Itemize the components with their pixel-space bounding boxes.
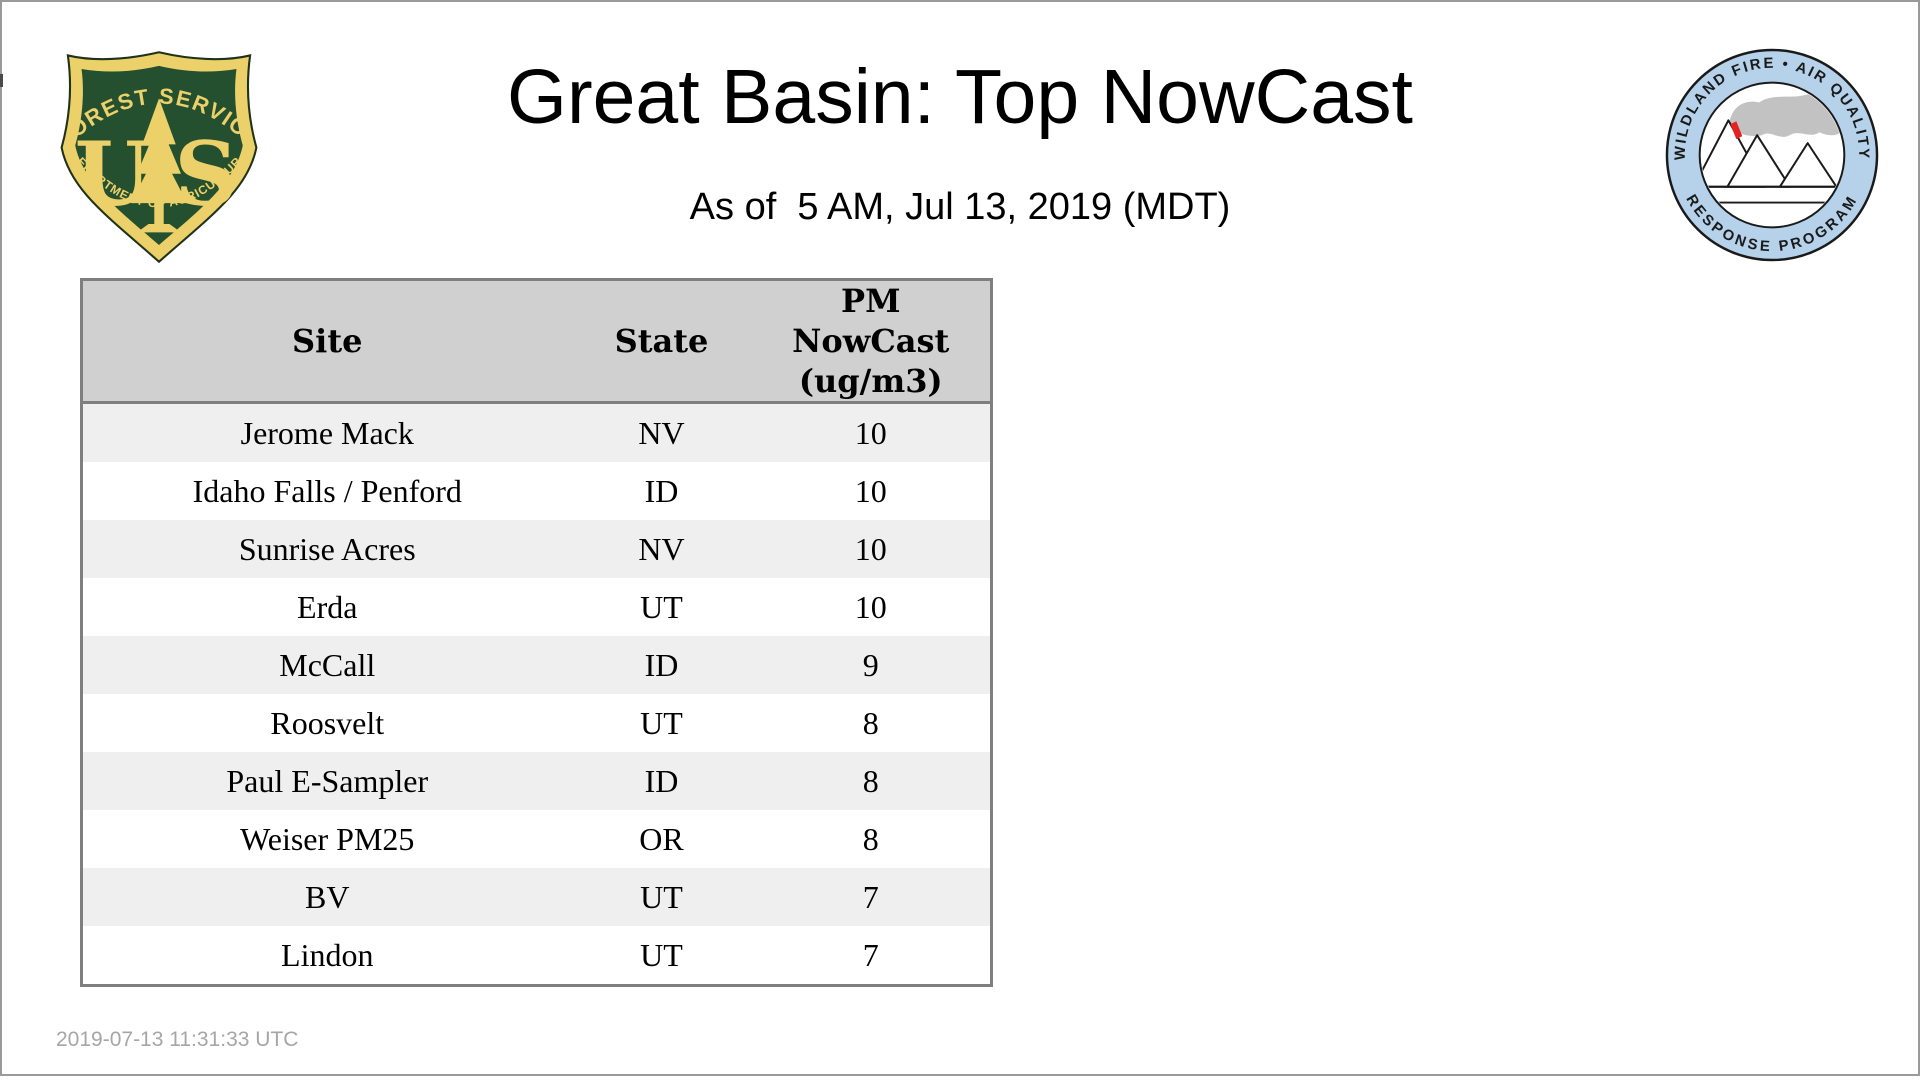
cell-state: ID — [644, 472, 679, 509]
cell-value: 7 — [862, 878, 879, 915]
table-row: Roosvelt UT 8 — [81, 694, 992, 752]
col-header-pm-nowcast: PM NowCast (ug/m3) — [751, 279, 992, 404]
cell-site: Weiser PM25 — [240, 820, 415, 857]
usfs-pine-tree-icon — [130, 98, 188, 233]
table-row: Idaho Falls / Penford ID 10 — [81, 462, 992, 520]
table-row: Weiser PM25 OR 8 — [81, 810, 992, 868]
table-header-row: Site State PM NowCast (ug/m3) — [81, 279, 992, 404]
cell-state: UT — [640, 936, 683, 973]
cell-value: 8 — [862, 762, 879, 799]
cell-site: McCall — [279, 646, 376, 683]
cell-state: UT — [640, 704, 683, 741]
page-border-bottom — [0, 1074, 1920, 1076]
cell-site: Roosvelt — [270, 704, 385, 741]
page-title: Great Basin: Top NowCast — [507, 54, 1413, 140]
table-row: Lindon UT 7 — [81, 926, 992, 986]
cell-value: 10 — [854, 530, 887, 567]
cell-site: Idaho Falls / Penford — [192, 472, 462, 509]
cell-value: 8 — [862, 820, 879, 857]
col-header-state: State — [571, 279, 752, 404]
nowcast-table: Site State PM NowCast (ug/m3) Jerome Mac… — [80, 278, 993, 987]
wfaqrp-logo: WILDLAND FIRE • AIR QUALITY RESPONSE PRO… — [1665, 48, 1879, 262]
usfs-shield-logo: FOREST SERVICE U S DEPARTMENT OF AGRICUL… — [52, 46, 258, 264]
page-subtitle: As of 5 AM, Jul 13, 2019 (MDT) — [689, 186, 1231, 228]
table-row: Jerome Mack NV 10 — [81, 402, 992, 462]
cell-state: NV — [638, 530, 685, 567]
cell-state: OR — [639, 820, 684, 857]
usfs-letter-u: U — [75, 122, 152, 226]
cell-site: Jerome Mack — [240, 414, 414, 451]
cell-value: 8 — [862, 704, 879, 741]
footer-timestamp: 2019-07-13 11:31:33 UTC — [56, 1028, 299, 1051]
cell-site: BV — [305, 878, 350, 915]
cell-state: ID — [644, 762, 679, 799]
usfs-letter-s: S — [174, 122, 238, 226]
cell-site: Erda — [297, 588, 358, 625]
cell-state: UT — [640, 588, 683, 625]
cell-value: 10 — [854, 472, 887, 509]
cell-value: 9 — [862, 646, 879, 683]
table-row: BV UT 7 — [81, 868, 992, 926]
cell-site: Lindon — [281, 936, 374, 973]
table-row: Sunrise Acres NV 10 — [81, 520, 992, 578]
table-row: Erda UT 10 — [81, 578, 992, 636]
cell-state: NV — [638, 414, 685, 451]
table-row: Paul E-Sampler ID 8 — [81, 752, 992, 810]
table-row: McCall ID 9 — [81, 636, 992, 694]
table-body: Jerome Mack NV 10 Idaho Falls / Penford … — [81, 402, 992, 986]
cell-value: 10 — [854, 588, 887, 625]
page-border-top — [0, 0, 1920, 2]
cell-value: 7 — [862, 936, 879, 973]
nowcast-table-container: Site State PM NowCast (ug/m3) Jerome Mac… — [80, 278, 993, 987]
flame-mark-icon — [1730, 121, 1743, 140]
cell-site: Paul E-Sampler — [226, 762, 429, 799]
cell-value: 10 — [854, 414, 887, 451]
page-border-right — [1918, 0, 1920, 1076]
col-header-site: Site — [81, 279, 572, 404]
cell-state: UT — [640, 878, 683, 915]
ground-lines — [1701, 185, 1843, 204]
edge-artifact-mark — [0, 74, 3, 87]
smoke-plume-icon — [1729, 94, 1843, 137]
page-border-left — [0, 0, 2, 1076]
cell-site: Sunrise Acres — [238, 530, 416, 567]
cell-state: ID — [644, 646, 679, 683]
